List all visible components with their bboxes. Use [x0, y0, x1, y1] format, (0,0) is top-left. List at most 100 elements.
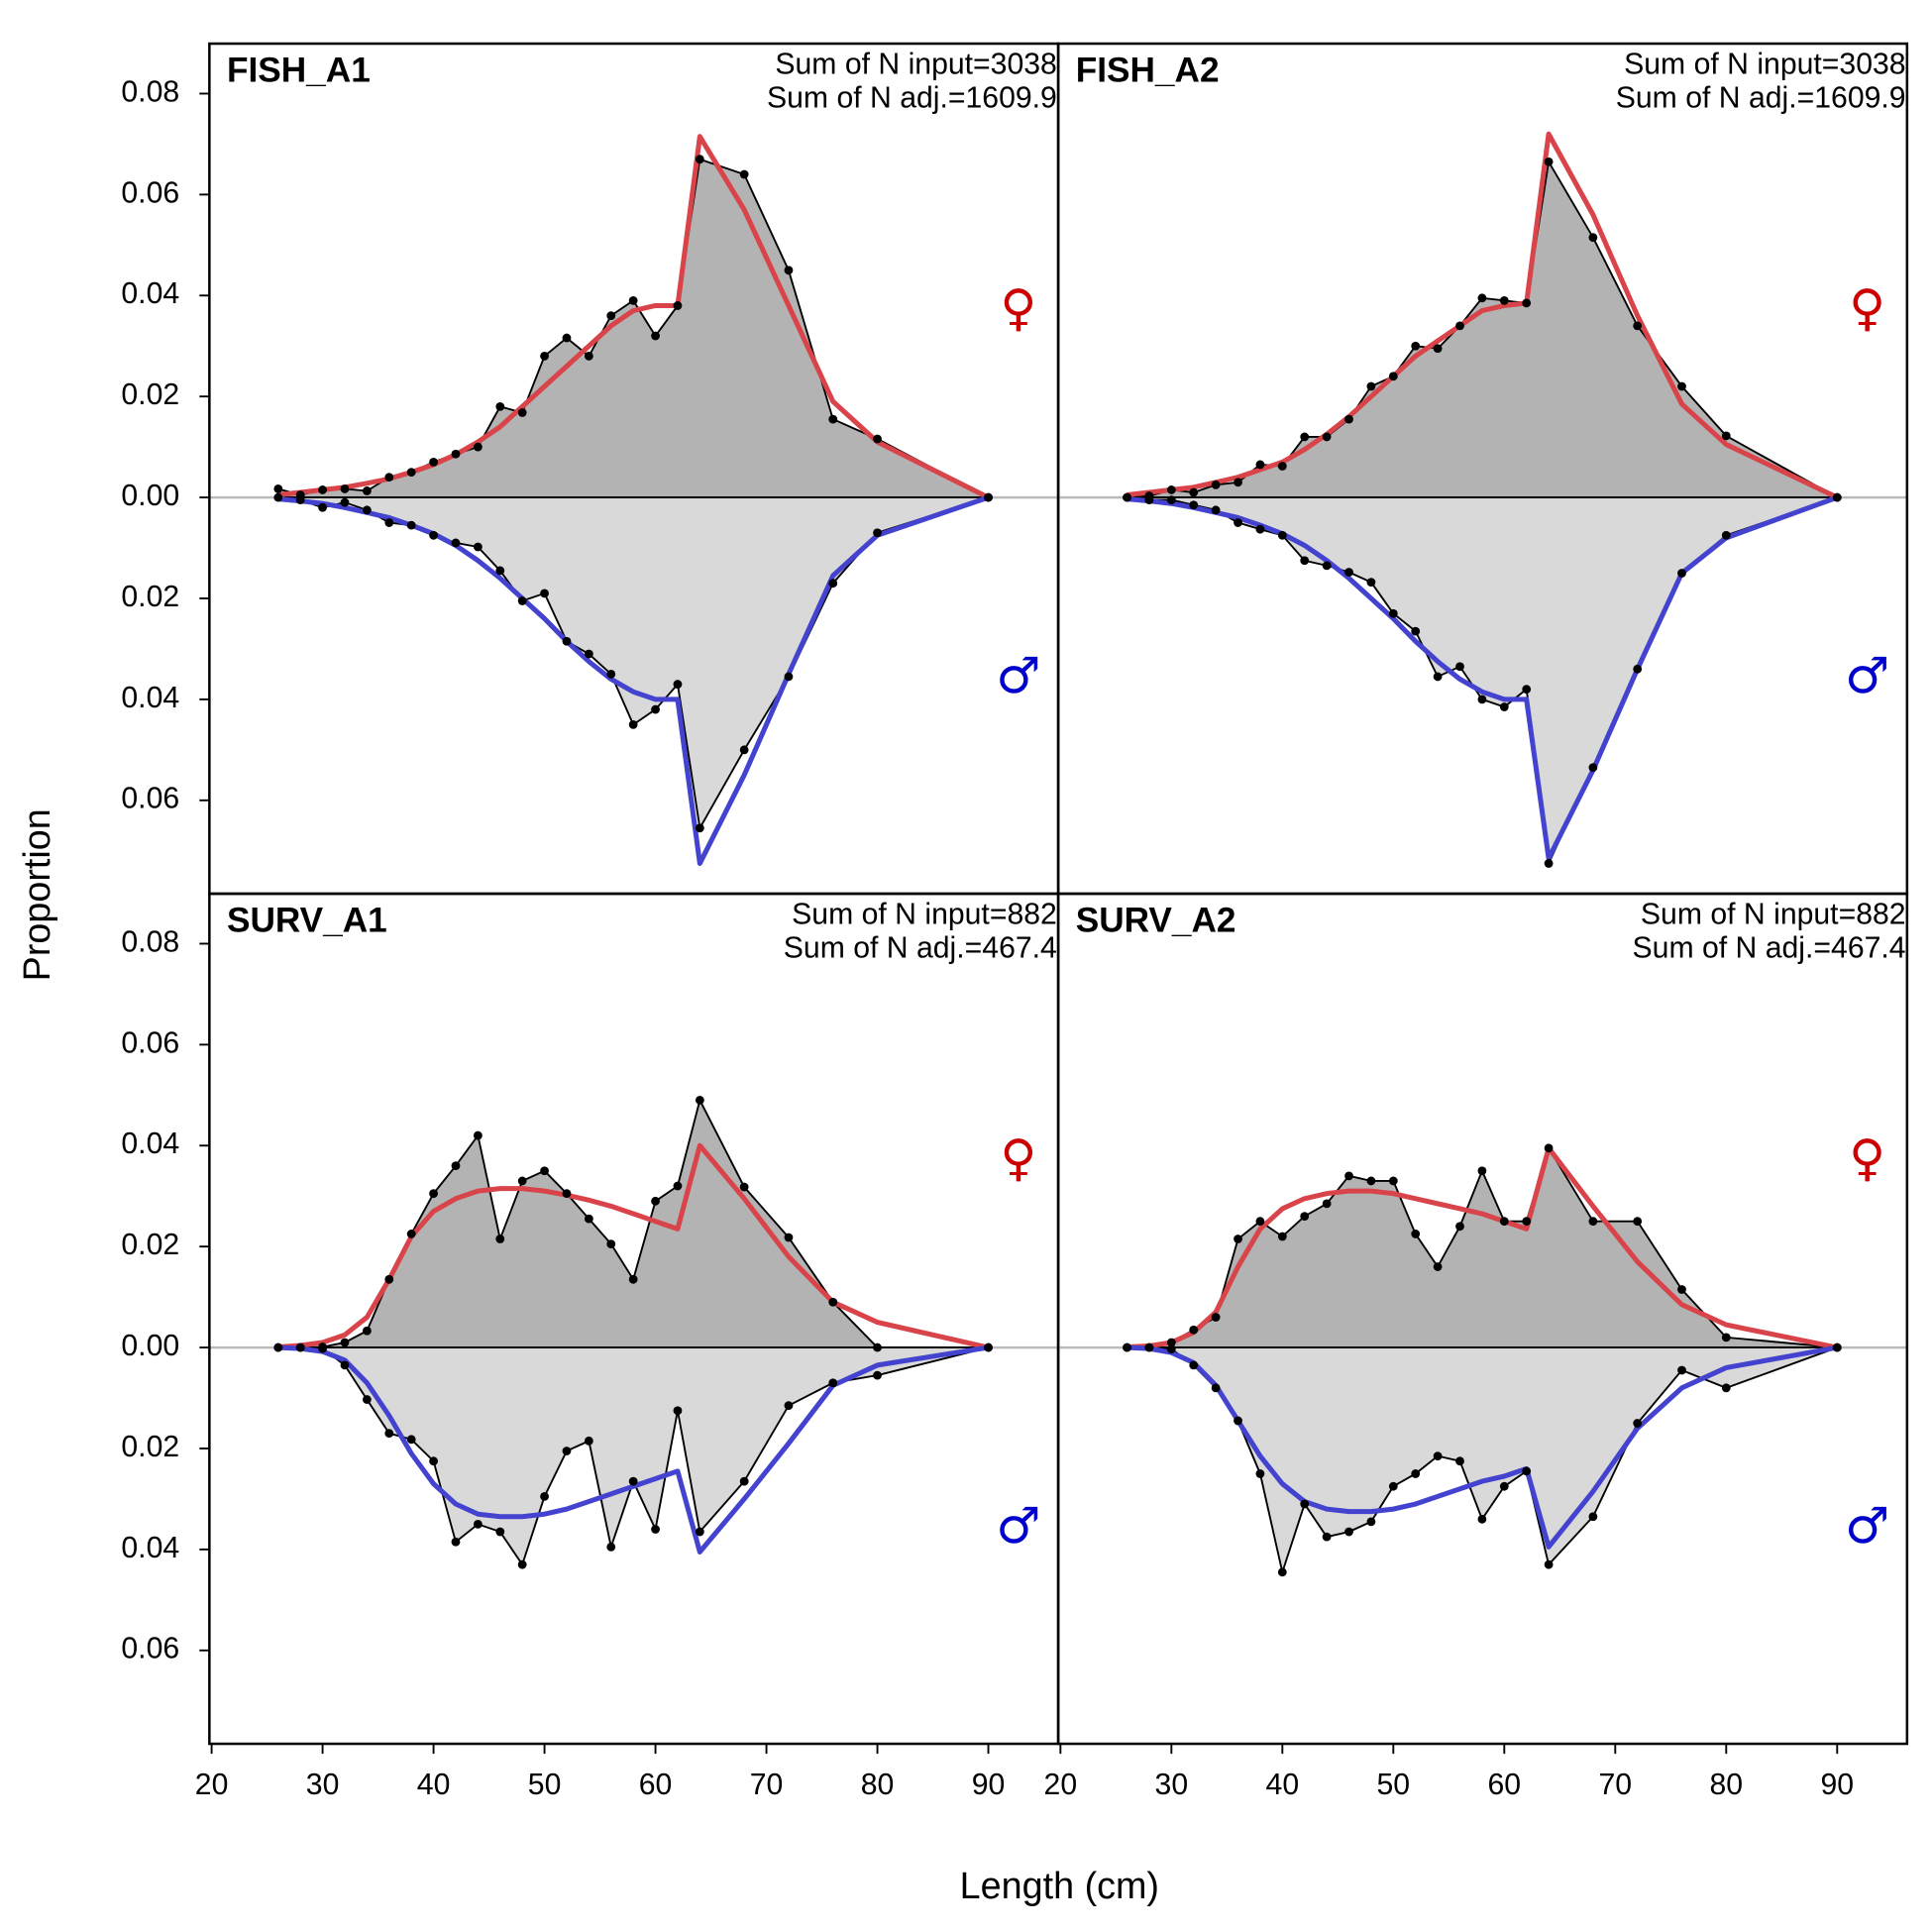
observed-point	[695, 1096, 704, 1105]
observed-point	[1189, 500, 1199, 510]
observed-point	[1211, 480, 1221, 489]
observed-point	[873, 1370, 882, 1380]
observed-point	[562, 333, 572, 343]
observed-point	[562, 636, 572, 646]
observed-point	[1588, 233, 1598, 243]
y-tick-label: 0.04	[121, 1127, 179, 1160]
observed-point	[1322, 1199, 1332, 1209]
x-tick-label: 30	[1155, 1769, 1189, 1801]
observed-point	[1123, 492, 1131, 502]
observed-point	[384, 473, 394, 483]
observed-point	[406, 468, 416, 478]
observed-point	[1255, 1217, 1265, 1227]
observed-point	[1166, 485, 1176, 494]
y-tick-label: 0.02	[121, 581, 179, 613]
observed-point	[451, 449, 461, 459]
observed-point	[1123, 1342, 1131, 1352]
observed-point	[1211, 1383, 1221, 1393]
observed-point	[1366, 1176, 1376, 1186]
observed-point	[673, 1181, 683, 1191]
observed-point	[273, 1342, 283, 1352]
observed-point	[1277, 530, 1287, 540]
observed-point	[1455, 662, 1464, 672]
observed-point	[1477, 695, 1487, 704]
observed-point	[384, 518, 394, 527]
observed-point	[1633, 321, 1643, 331]
observed-point	[295, 495, 305, 505]
observed-point	[451, 1161, 461, 1171]
annotation: Sum of N input=882	[1641, 899, 1906, 931]
observed-point	[562, 1189, 572, 1199]
observed-point	[1344, 568, 1353, 577]
sex-symbol: ♂	[1845, 1496, 1889, 1555]
panel-plot	[209, 1096, 1059, 1569]
observed-point	[1322, 561, 1332, 571]
observed-point	[1234, 1234, 1242, 1243]
observed-point	[295, 1342, 305, 1352]
panel-title: FISH_A1	[227, 51, 371, 89]
x-tick-label: 20	[195, 1769, 229, 1801]
observed-point	[429, 530, 438, 540]
panel-title: SURV_A2	[1076, 901, 1236, 939]
observed-point	[1588, 763, 1598, 773]
observed-point	[828, 1297, 838, 1307]
annotation: Sum of N input=882	[792, 899, 1057, 931]
observed-point	[540, 352, 549, 361]
observed-area	[277, 1346, 989, 1567]
observed-point	[1189, 487, 1199, 497]
observed-point	[695, 155, 704, 164]
panel-plot	[1058, 131, 1907, 868]
x-tick-label: 90	[1820, 1769, 1854, 1801]
observed-point	[828, 414, 838, 424]
observed-point	[1433, 344, 1443, 354]
observed-point	[495, 1527, 505, 1537]
observed-point	[584, 352, 593, 361]
annotation: Sum of N input=3038	[1624, 49, 1905, 81]
expected-line	[277, 1142, 990, 1350]
annotation: Sum of N adj.=1609.9	[1616, 82, 1906, 115]
observed-point	[1477, 1514, 1487, 1524]
observed-point	[584, 1214, 593, 1224]
observed-point	[1522, 685, 1532, 695]
observed-point	[1300, 1212, 1310, 1222]
annotation: Sum of N adj.=467.4	[784, 932, 1057, 965]
observed-point	[739, 1476, 749, 1486]
observed-point	[473, 542, 483, 552]
x-tick-label: 60	[1488, 1769, 1522, 1801]
panel-title: SURV_A1	[227, 901, 387, 939]
observed-point	[1144, 1342, 1154, 1352]
observed-point	[1832, 492, 1842, 502]
observed-point	[451, 1537, 461, 1547]
y-tick-label: 0.02	[121, 1431, 179, 1463]
observed-point	[1388, 1176, 1398, 1186]
observed-point	[517, 1176, 527, 1186]
observed-point	[784, 266, 794, 275]
observed-point	[1411, 1469, 1421, 1478]
observed-point	[984, 1342, 993, 1352]
observed-point	[873, 528, 882, 538]
y-tick-label: 0.08	[121, 75, 179, 108]
observed-point	[451, 538, 461, 548]
observed-point	[340, 484, 350, 493]
observed-point	[673, 680, 683, 689]
y-tick-label: 0.06	[121, 176, 179, 209]
observed-point	[628, 1476, 638, 1486]
observed-point	[495, 401, 505, 411]
observed-point	[1455, 321, 1464, 331]
y-tick-label: 0.06	[121, 1026, 179, 1059]
x-tick-label: 80	[1710, 1769, 1744, 1801]
observed-point	[628, 295, 638, 305]
observed-point	[1522, 1217, 1532, 1227]
observed-point	[1211, 1313, 1221, 1322]
observed-point	[1477, 1166, 1487, 1176]
observed-point	[784, 1401, 794, 1411]
observed-point	[784, 672, 794, 682]
observed-point	[1255, 524, 1265, 534]
y-tick-label: 0.04	[121, 277, 179, 310]
sex-symbol: ♀	[1849, 1128, 1885, 1187]
observed-point	[406, 520, 416, 530]
y-tick-label: 0.04	[121, 682, 179, 714]
observed-point	[1677, 381, 1686, 391]
observed-point	[1144, 495, 1154, 505]
observed-point	[1411, 1230, 1421, 1238]
